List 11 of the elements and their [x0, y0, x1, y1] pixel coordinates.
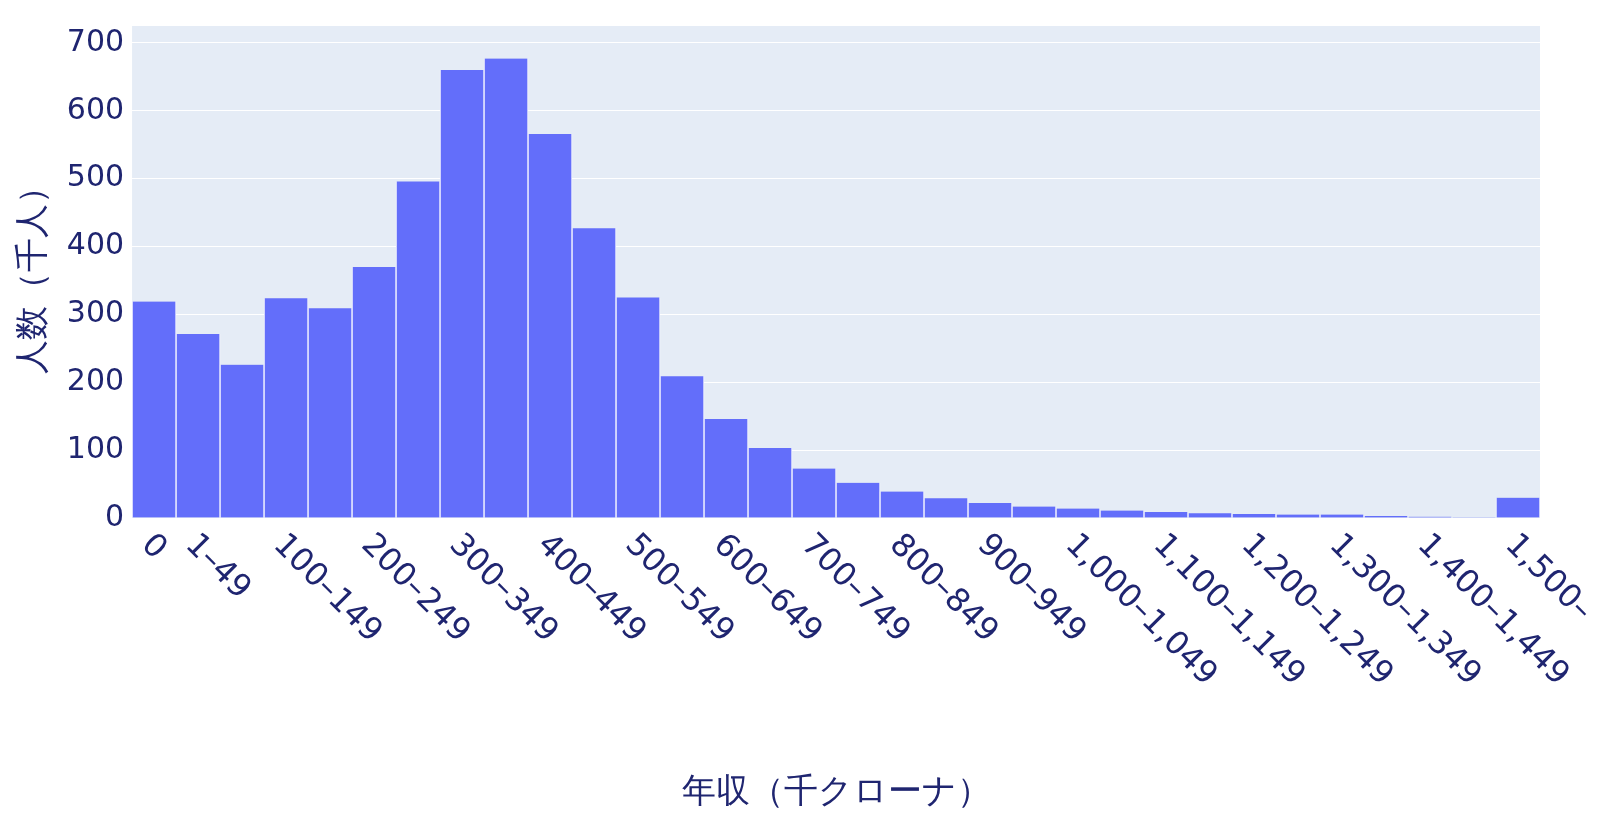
x-tick-label: 0 [134, 524, 176, 566]
y-tick-label: 500 [66, 158, 125, 194]
y-axis-title: 人数（千人） [11, 170, 52, 374]
y-tick-label: 700 [66, 22, 125, 58]
y-tick-label: 600 [66, 90, 125, 126]
y-tick-label: 300 [66, 294, 125, 330]
y-tick-label: 200 [66, 362, 125, 398]
y-tick-label: 0 [104, 497, 125, 533]
y-tick-label: 400 [66, 226, 125, 262]
x-axis-title: 年収（千クローナ） [681, 769, 991, 810]
y-tick-label: 100 [66, 429, 125, 465]
